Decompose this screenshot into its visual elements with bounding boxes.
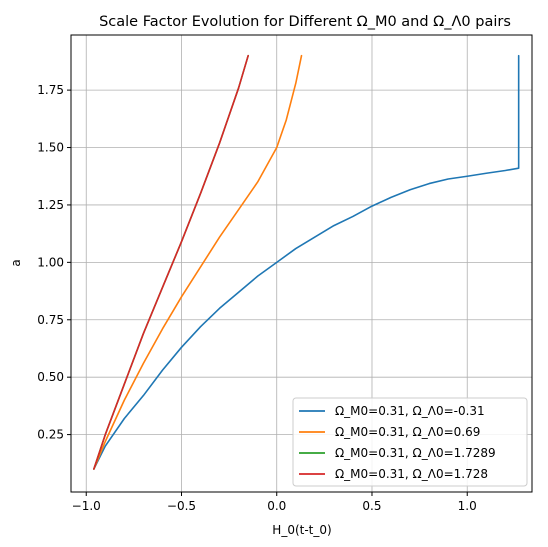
y-axis-label: a: [9, 259, 23, 266]
x-tick-label: 0.0: [267, 499, 286, 513]
chart-title: Scale Factor Evolution for Different Ω_M…: [99, 14, 511, 30]
x-tick-label: 0.5: [362, 499, 381, 513]
series-line-2: [93, 54, 303, 470]
y-tick-label: 1.00: [37, 255, 64, 269]
legend-label-4: Ω_M0=0.31, Ω_Λ0=1.728: [335, 467, 488, 481]
y-tick-label: 0.50: [37, 370, 64, 384]
x-tick-label: 1.0: [458, 499, 477, 513]
series-line-4: [93, 54, 249, 470]
x-tick-label: −1.0: [72, 499, 101, 513]
series-lines: [93, 54, 520, 470]
y-tick-label: 0.75: [37, 313, 64, 327]
legend-label-2: Ω_M0=0.31, Ω_Λ0=0.69: [335, 425, 480, 439]
plot-frame: [70, 34, 533, 493]
y-tick-label: 0.25: [37, 428, 64, 442]
y-tick-label: 1.50: [37, 141, 64, 155]
legend: Ω_M0=0.31, Ω_Λ0=-0.31 Ω_M0=0.31, Ω_Λ0=0.6…: [292, 397, 528, 487]
x-axis-label: H_0(t-t_0): [272, 523, 331, 537]
x-tick-label: −0.5: [167, 499, 196, 513]
y-tick-label: 1.25: [37, 198, 64, 212]
series-line-1: [93, 54, 520, 470]
legend-label-1: Ω_M0=0.31, Ω_Λ0=-0.31: [335, 404, 485, 418]
legend-label-3: Ω_M0=0.31, Ω_Λ0=1.7289: [335, 446, 496, 460]
y-tick-label: 1.75: [37, 83, 64, 97]
ticks: −1.0 −0.5 0.0 0.5 1.0 0.25 0.50 0.75 1.00 1.25 1.5…: [37, 83, 476, 513]
legend-box: [292, 397, 528, 487]
